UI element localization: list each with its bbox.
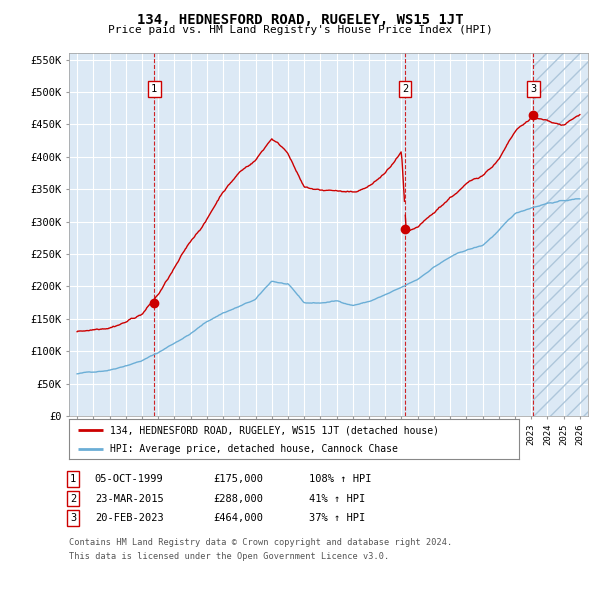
- Text: 1: 1: [151, 84, 157, 94]
- Text: Contains HM Land Registry data © Crown copyright and database right 2024.: Contains HM Land Registry data © Crown c…: [69, 538, 452, 547]
- Text: 3: 3: [70, 513, 76, 523]
- Text: This data is licensed under the Open Government Licence v3.0.: This data is licensed under the Open Gov…: [69, 552, 389, 560]
- Text: 37% ↑ HPI: 37% ↑ HPI: [309, 513, 365, 523]
- Text: 2: 2: [402, 84, 409, 94]
- Text: 41% ↑ HPI: 41% ↑ HPI: [309, 494, 365, 503]
- Text: 20-FEB-2023: 20-FEB-2023: [95, 513, 164, 523]
- Text: 23-MAR-2015: 23-MAR-2015: [95, 494, 164, 503]
- Text: 134, HEDNESFORD ROAD, RUGELEY, WS15 1JT (detached house): 134, HEDNESFORD ROAD, RUGELEY, WS15 1JT …: [110, 425, 439, 435]
- Text: Price paid vs. HM Land Registry's House Price Index (HPI): Price paid vs. HM Land Registry's House …: [107, 25, 493, 35]
- Text: 1: 1: [70, 474, 76, 484]
- Text: 108% ↑ HPI: 108% ↑ HPI: [309, 474, 371, 484]
- Text: 3: 3: [530, 84, 536, 94]
- Text: 2: 2: [70, 494, 76, 503]
- Text: 134, HEDNESFORD ROAD, RUGELEY, WS15 1JT: 134, HEDNESFORD ROAD, RUGELEY, WS15 1JT: [137, 13, 463, 27]
- Text: £175,000: £175,000: [213, 474, 263, 484]
- Bar: [533, 53, 588, 416]
- Text: £464,000: £464,000: [213, 513, 263, 523]
- Bar: [533, 53, 588, 416]
- Text: HPI: Average price, detached house, Cannock Chase: HPI: Average price, detached house, Cann…: [110, 444, 397, 454]
- Text: 05-OCT-1999: 05-OCT-1999: [95, 474, 164, 484]
- Text: £288,000: £288,000: [213, 494, 263, 503]
